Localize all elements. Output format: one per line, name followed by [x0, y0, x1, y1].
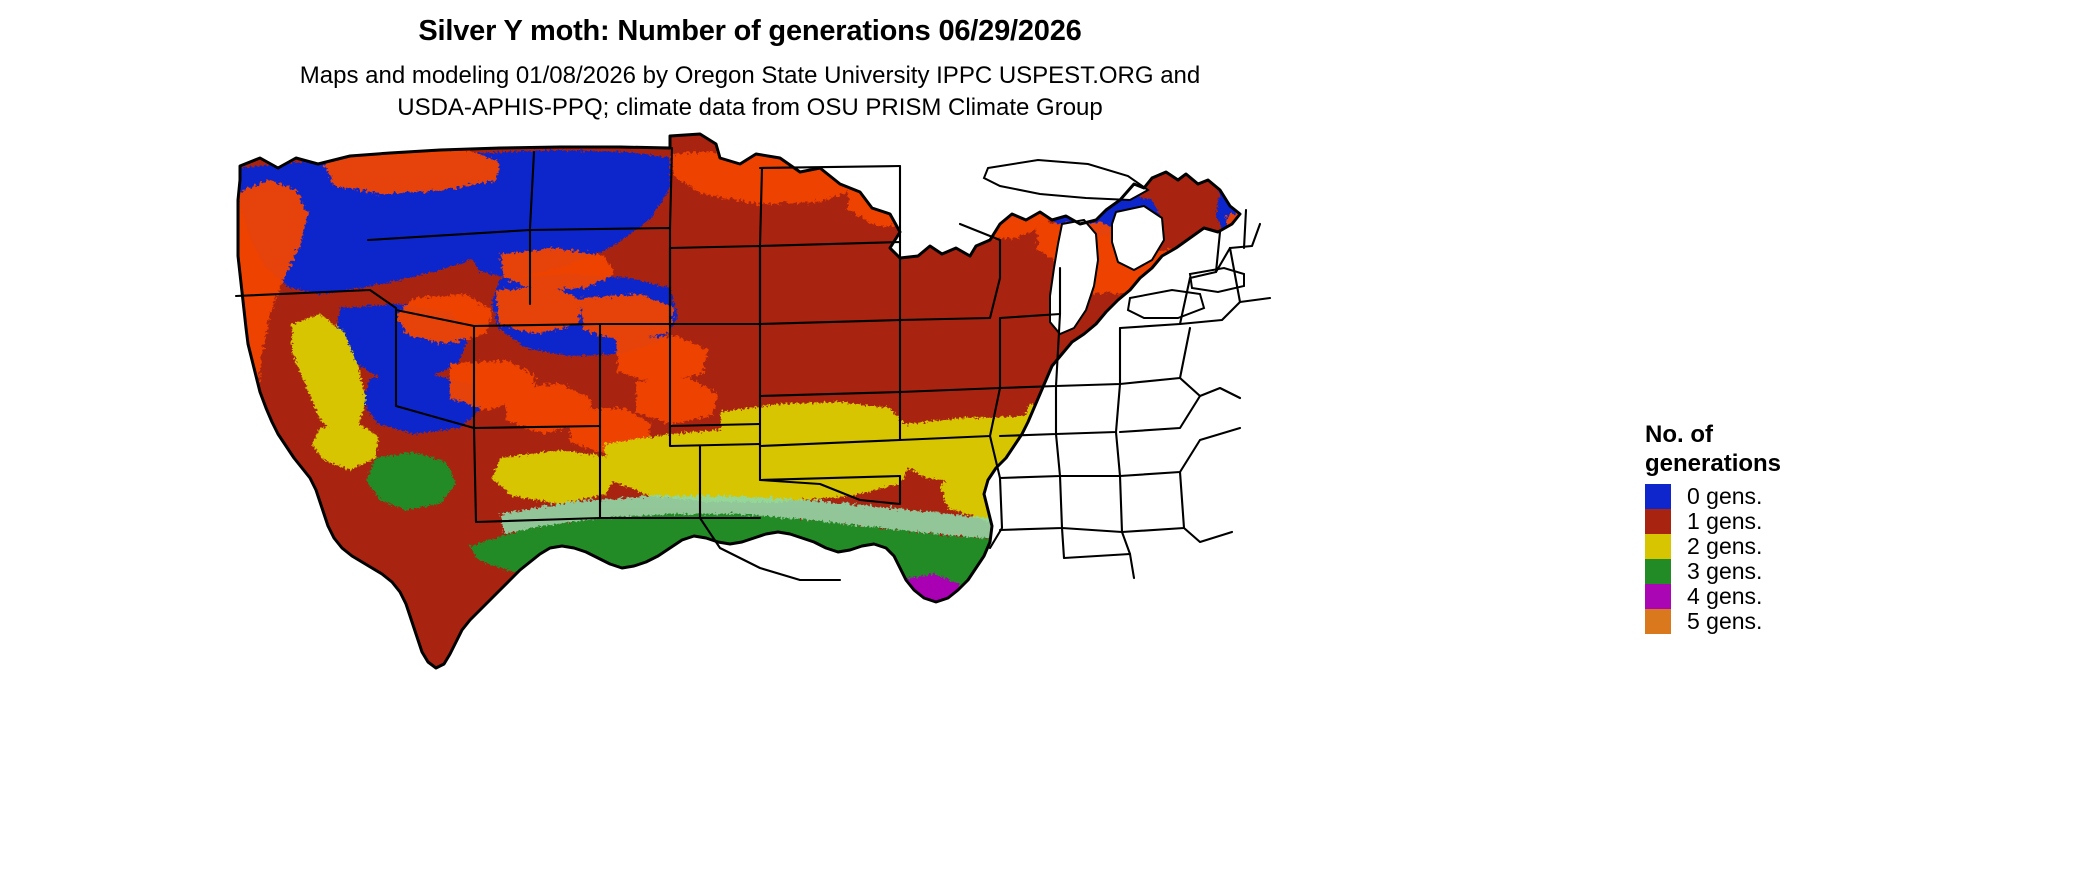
page-title: Silver Y moth: Number of generations 06/…	[418, 15, 1082, 47]
legend-label-2-gens: 2 gens.	[1687, 533, 1763, 559]
map-legend: No. of generations 0 gens. 1 gens. 2 gen…	[1645, 420, 1975, 634]
lake-huron	[1111, 204, 1166, 272]
lake-erie	[1126, 288, 1206, 319]
legend-swatch-3-gens	[1645, 559, 1671, 584]
lake-superior	[982, 158, 1150, 202]
legend-items: 0 gens. 1 gens. 2 gens. 3 gens. 4 gens. …	[1645, 484, 1975, 634]
legend-swatch-4-gens	[1645, 584, 1671, 609]
national-boundary	[236, 132, 1242, 670]
legend-item-2-gens[interactable]: 2 gens.	[1645, 534, 1975, 559]
title-block: Silver Y moth: Number of generations 06/…	[0, 14, 1500, 124]
legend-swatch-1-gens	[1645, 509, 1671, 534]
legend-swatch-2-gens	[1645, 534, 1671, 559]
legend-item-5-gens[interactable]: 5 gens.	[1645, 609, 1975, 634]
legend-item-0-gens[interactable]: 0 gens.	[1645, 484, 1975, 509]
legend-item-4-gens[interactable]: 4 gens.	[1645, 584, 1975, 609]
legend-label-4-gens: 4 gens.	[1687, 583, 1763, 609]
legend-label-0-gens: 0 gens.	[1687, 483, 1763, 509]
map-svg	[234, 132, 1272, 670]
legend-title: No. of generations	[1645, 420, 1975, 478]
legend-item-1-gens[interactable]: 1 gens.	[1645, 509, 1975, 534]
subtitle-line-2: USDA-APHIS-PPQ; climate data from OSU PR…	[397, 94, 1103, 121]
legend-label-3-gens: 3 gens.	[1687, 558, 1763, 584]
legend-label-5-gens: 5 gens.	[1687, 608, 1763, 634]
region-5-gens	[614, 644, 1188, 668]
subtitle-line-1: Maps and modeling 01/08/2026 by Oregon S…	[299, 62, 1201, 89]
legend-swatch-5-gens	[1645, 609, 1671, 634]
us-generations-map	[200, 128, 1280, 673]
state-boundaries	[234, 146, 1272, 582]
legend-label-1-gens: 1 gens.	[1687, 508, 1763, 534]
region-4-gens	[536, 568, 1200, 668]
legend-title-line-2: generations	[1645, 450, 1782, 477]
legend-swatch-0-gens	[1645, 484, 1671, 509]
legend-title-line-1: No. of	[1645, 421, 1713, 448]
legend-item-3-gens[interactable]: 3 gens.	[1645, 559, 1975, 584]
page-subtitle: Maps and modeling 01/08/2026 by Oregon S…	[0, 60, 1500, 124]
lake-michigan	[1049, 218, 1100, 336]
